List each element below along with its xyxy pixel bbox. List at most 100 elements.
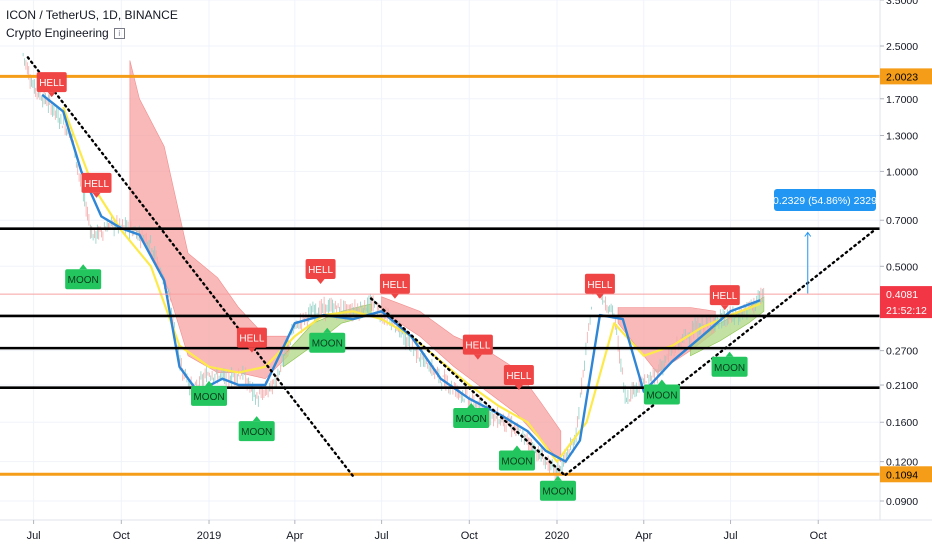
hell-badge-label: HELL xyxy=(587,280,612,291)
x-tick-label: 2020 xyxy=(545,530,569,542)
price-axis-background xyxy=(880,0,932,550)
y-tick-label: 1.0000 xyxy=(886,166,918,178)
info-icon[interactable]: i xyxy=(113,27,125,39)
moon-badge[interactable] xyxy=(191,385,228,406)
y-tick-label: 0.2100 xyxy=(886,380,918,392)
moon-badge[interactable] xyxy=(65,269,102,290)
x-tick-label: Oct xyxy=(113,530,130,542)
moon-badge-pointer xyxy=(553,475,562,481)
y-tick-label: 1.7000 xyxy=(886,94,918,106)
moon-badge-pointer xyxy=(252,416,261,422)
measure-label: 0.2329 (54.86%) 2329 xyxy=(773,195,877,207)
current-price-label: 0.4081 xyxy=(886,289,918,301)
level-price-label: 2.0023 xyxy=(886,71,918,83)
x-tick-label: Jul xyxy=(375,530,389,542)
measure-arrow-icon xyxy=(804,231,812,237)
y-tick-label: 1.3000 xyxy=(886,131,918,143)
y-tick-label: 3.5000 xyxy=(886,0,918,7)
moon-badge-pointer xyxy=(205,380,214,386)
hell-badge-pointer xyxy=(247,347,256,353)
level-price-tag xyxy=(880,466,932,483)
hell-badge-pointer xyxy=(390,293,399,299)
moon-badge-label: MOON xyxy=(714,363,745,374)
moon-badge[interactable] xyxy=(238,421,275,442)
moon-badge[interactable] xyxy=(643,384,680,405)
time-axis-background xyxy=(0,520,932,550)
hell-badge-label: HELL xyxy=(84,179,109,190)
y-tick-label: 2.5000 xyxy=(886,41,918,53)
level-price-tag xyxy=(880,68,932,85)
hell-badge-label: HELL xyxy=(712,291,737,302)
moon-badge-label: MOON xyxy=(456,414,487,425)
moon-badge[interactable] xyxy=(498,450,535,471)
hell-badge[interactable] xyxy=(81,172,112,193)
chart-legend: ICON / TetherUS, 1D, BINANCE Crypto Engi… xyxy=(6,6,178,42)
moon-badge-pointer xyxy=(512,445,521,451)
x-tick-label: Jul xyxy=(723,530,737,542)
symbol-title-row: ICON / TetherUS, 1D, BINANCE xyxy=(6,6,178,24)
moon-badge[interactable] xyxy=(453,408,490,429)
x-tick-label: Jul xyxy=(27,530,41,542)
hell-badge[interactable] xyxy=(305,259,336,280)
current-price-tag xyxy=(880,286,932,319)
hell-badge[interactable] xyxy=(584,273,615,294)
support-cloud xyxy=(690,296,765,357)
y-tick-label: 0.2700 xyxy=(886,346,918,358)
hell-badge[interactable] xyxy=(236,327,267,348)
y-tick-label: 0.5000 xyxy=(886,261,918,273)
y-tick-label: 0.1600 xyxy=(886,417,918,429)
moon-badge[interactable] xyxy=(711,356,748,377)
hell-badge-pointer xyxy=(720,305,729,311)
moon-badge-pointer xyxy=(657,379,666,385)
indicator-name[interactable]: Crypto Engineering xyxy=(6,26,109,40)
hell-badge[interactable] xyxy=(503,364,534,385)
moon-badge-pointer xyxy=(323,327,332,333)
moon-badge-pointer xyxy=(79,264,88,270)
indicator-row[interactable]: Crypto Engineering i xyxy=(6,24,178,42)
hell-badge[interactable] xyxy=(462,334,493,355)
x-tick-label: Apr xyxy=(286,530,303,542)
hell-badge-pointer xyxy=(473,354,482,360)
x-tick-label: Oct xyxy=(461,530,478,542)
hell-badge-pointer xyxy=(316,279,325,285)
moon-badge-label: MOON xyxy=(646,390,677,401)
dotted-trendline[interactable] xyxy=(564,228,877,476)
moon-badge[interactable] xyxy=(539,480,576,501)
y-tick-label: 0.1200 xyxy=(886,457,918,469)
symbol-title: ICON / TetherUS, 1D, BINANCE xyxy=(6,8,178,22)
moon-badge[interactable] xyxy=(309,332,346,353)
moon-badge-label: MOON xyxy=(241,427,272,438)
hell-badge-label: HELL xyxy=(39,78,64,89)
measure-label-box[interactable] xyxy=(774,189,876,211)
hell-badge-label: HELL xyxy=(239,334,264,345)
x-tick-label: Oct xyxy=(810,530,827,542)
hell-badge[interactable] xyxy=(709,285,740,306)
dotted-trendline[interactable] xyxy=(26,56,355,478)
moon-badge-label: MOON xyxy=(501,456,532,467)
level-price-label: 0.1094 xyxy=(886,469,918,481)
x-tick-label: 2019 xyxy=(197,530,221,542)
x-tick-label: Apr xyxy=(635,530,652,542)
hell-badge[interactable] xyxy=(379,273,410,294)
hell-badge-pointer xyxy=(514,384,523,390)
bar-countdown-label: 21:52:12 xyxy=(886,305,927,317)
moon-badge-pointer xyxy=(467,403,476,409)
hell-badge-label: HELL xyxy=(308,265,333,276)
hell-badge-pointer xyxy=(595,293,604,299)
hell-badge-label: HELL xyxy=(465,341,490,352)
hell-badge[interactable] xyxy=(36,72,67,93)
moon-badge-pointer xyxy=(725,351,734,357)
moon-badge-label: MOON xyxy=(312,339,343,350)
dotted-trendline[interactable] xyxy=(369,297,567,478)
y-tick-label: 0.0900 xyxy=(886,496,918,508)
moon-badge-label: MOON xyxy=(542,487,573,498)
moon-badge-label: MOON xyxy=(193,392,224,403)
blue-moving-average xyxy=(41,93,761,463)
hell-badge-label: HELL xyxy=(382,280,407,291)
hell-badge-pointer xyxy=(92,192,101,198)
hell-badge-pointer xyxy=(47,92,56,98)
y-tick-label: 0.7000 xyxy=(886,215,918,227)
